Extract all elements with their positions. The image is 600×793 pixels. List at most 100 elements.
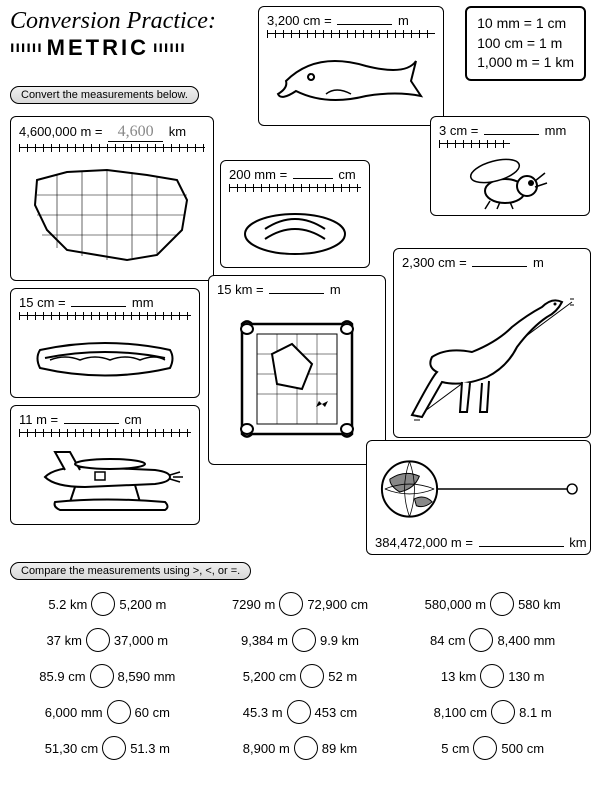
q-fly-prefix: 3 cm = xyxy=(439,123,478,138)
q-map: 15 km = m xyxy=(217,282,377,297)
q-map-unit: m xyxy=(330,282,341,297)
q-plane-prefix: 11 m = xyxy=(19,412,58,427)
cmp-right: 8,590 mm xyxy=(118,669,176,684)
q-dino: 2,300 cm = m xyxy=(402,255,582,270)
q-map-prefix: 15 km = xyxy=(217,282,264,297)
card-earth: 384,472,000 m = km xyxy=(366,440,591,555)
compare-circle[interactable] xyxy=(480,664,504,688)
ruler-icon xyxy=(19,312,191,320)
cmp-right: 8.1 m xyxy=(519,705,552,720)
cmp-left: 51,30 cm xyxy=(45,741,98,756)
earth-illustration xyxy=(375,447,582,531)
cmp-right: 72,900 cm xyxy=(307,597,368,612)
cmp-right: 500 cm xyxy=(501,741,544,756)
blank-plane[interactable] xyxy=(64,423,119,424)
q-earth-unit: km xyxy=(569,535,586,550)
title-line2-row: ıııııı METRIC ıııııı xyxy=(10,35,216,61)
compare-item: 37 km 37,000 m xyxy=(14,628,201,652)
cmp-right: 51.3 m xyxy=(130,741,170,756)
compare-item: 5,200 cm52 m xyxy=(207,664,394,688)
cmp-left: 5.2 km xyxy=(48,597,87,612)
compare-circle[interactable] xyxy=(469,628,493,652)
compare-circle[interactable] xyxy=(292,628,316,652)
compare-item: 9,384 m 9.9 km xyxy=(207,628,394,652)
card-map: 15 km = m xyxy=(208,275,386,465)
reference-box: 10 mm = 1 cm 100 cm = 1 m 1,000 m = 1 km xyxy=(465,6,586,81)
q-sandal-unit: cm xyxy=(338,167,355,182)
blank-earth[interactable] xyxy=(479,546,564,547)
compare-item: 84 cm8,400 mm xyxy=(399,628,586,652)
ref-line-1: 100 cm = 1 m xyxy=(477,34,574,54)
blank-hotdog[interactable] xyxy=(71,306,126,307)
q-usa: 4,600,000 m = 4,600 km xyxy=(19,123,205,142)
cmp-right: 60 cm xyxy=(135,705,170,720)
title-line1: Conversion Practice: xyxy=(10,8,216,35)
ruler-icon xyxy=(267,30,435,38)
compare-item: 8,100 cm 8.1 m xyxy=(399,700,586,724)
dino-illustration xyxy=(402,270,582,433)
compare-item: 51,30 cm 51.3 m xyxy=(14,736,201,760)
compare-circle[interactable] xyxy=(287,700,311,724)
cmp-left: 9,384 m xyxy=(241,633,288,648)
q-plane-unit: cm xyxy=(124,412,141,427)
cmp-left: 5 cm xyxy=(441,741,469,756)
blank-fly[interactable] xyxy=(484,134,539,135)
compare-item: 5 cm 500 cm xyxy=(399,736,586,760)
card-usa: 4,600,000 m = 4,600 km xyxy=(10,116,214,281)
compare-circle[interactable] xyxy=(86,628,110,652)
blank-whale[interactable] xyxy=(337,24,392,25)
q-hotdog-prefix: 15 cm = xyxy=(19,295,66,310)
compare-circle[interactable] xyxy=(491,700,515,724)
cmp-right: 580 km xyxy=(518,597,561,612)
compare-circle[interactable] xyxy=(91,592,115,616)
blank-dino[interactable] xyxy=(472,266,527,267)
cmp-left: 8,100 cm xyxy=(434,705,487,720)
q-whale-unit: m xyxy=(398,13,409,28)
q-usa-unit: km xyxy=(169,124,186,139)
blank-sandal[interactable] xyxy=(293,178,333,179)
instruction-compare: Compare the measurements using >, <, or … xyxy=(10,562,251,580)
cmp-right: 130 m xyxy=(508,669,544,684)
compare-circle[interactable] xyxy=(473,736,497,760)
compare-item: 85.9 cm8,590 mm xyxy=(14,664,201,688)
ruler-icon xyxy=(19,429,191,437)
title-block: Conversion Practice: ıııııı METRIC ııııı… xyxy=(10,8,216,61)
fly-illustration xyxy=(439,150,581,211)
cmp-left: 37 km xyxy=(47,633,82,648)
q-sandal-prefix: 200 mm = xyxy=(229,167,287,182)
card-sandal: 200 mm = cm xyxy=(220,160,370,268)
compare-circle[interactable] xyxy=(294,736,318,760)
compare-item: 45.3 m453 cm xyxy=(207,700,394,724)
compare-circle[interactable] xyxy=(279,592,303,616)
compare-item: 8,900 m89 km xyxy=(207,736,394,760)
compare-grid: 5.2 km5,200 m 7290 m72,900 cm 580,000 m5… xyxy=(14,592,586,760)
card-hotdog: 15 cm = mm xyxy=(10,288,200,398)
compare-item: 13 km130 m xyxy=(399,664,586,688)
cmp-right: 37,000 m xyxy=(114,633,168,648)
cmp-right: 9.9 km xyxy=(320,633,359,648)
ruler-icon xyxy=(19,144,205,152)
compare-circle[interactable] xyxy=(300,664,324,688)
card-fly: 3 cm = mm xyxy=(430,116,590,216)
ref-line-2: 1,000 m = 1 km xyxy=(477,53,574,73)
compare-item: 580,000 m580 km xyxy=(399,592,586,616)
compare-circle[interactable] xyxy=(107,700,131,724)
cmp-right: 89 km xyxy=(322,741,357,756)
compare-circle[interactable] xyxy=(90,664,114,688)
ruler-icon xyxy=(439,140,510,148)
sandal-illustration xyxy=(229,194,361,263)
blank-map[interactable] xyxy=(269,293,324,294)
q-hotdog-unit: mm xyxy=(132,295,154,310)
q-earth: 384,472,000 m = km xyxy=(375,535,582,550)
title-line2: METRIC xyxy=(47,35,149,61)
compare-circle[interactable] xyxy=(490,592,514,616)
compare-circle[interactable] xyxy=(102,736,126,760)
instruction-convert: Convert the measurements below. xyxy=(10,86,199,104)
cmp-right: 453 cm xyxy=(315,705,358,720)
card-whale: 3,200 cm = m xyxy=(258,6,444,126)
cmp-left: 7290 m xyxy=(232,597,275,612)
q-usa-prefix: 4,600,000 m = xyxy=(19,124,102,139)
blank-usa[interactable]: 4,600 xyxy=(108,123,163,142)
hotdog-illustration xyxy=(19,322,191,393)
q-plane: 11 m = cm xyxy=(19,412,191,427)
